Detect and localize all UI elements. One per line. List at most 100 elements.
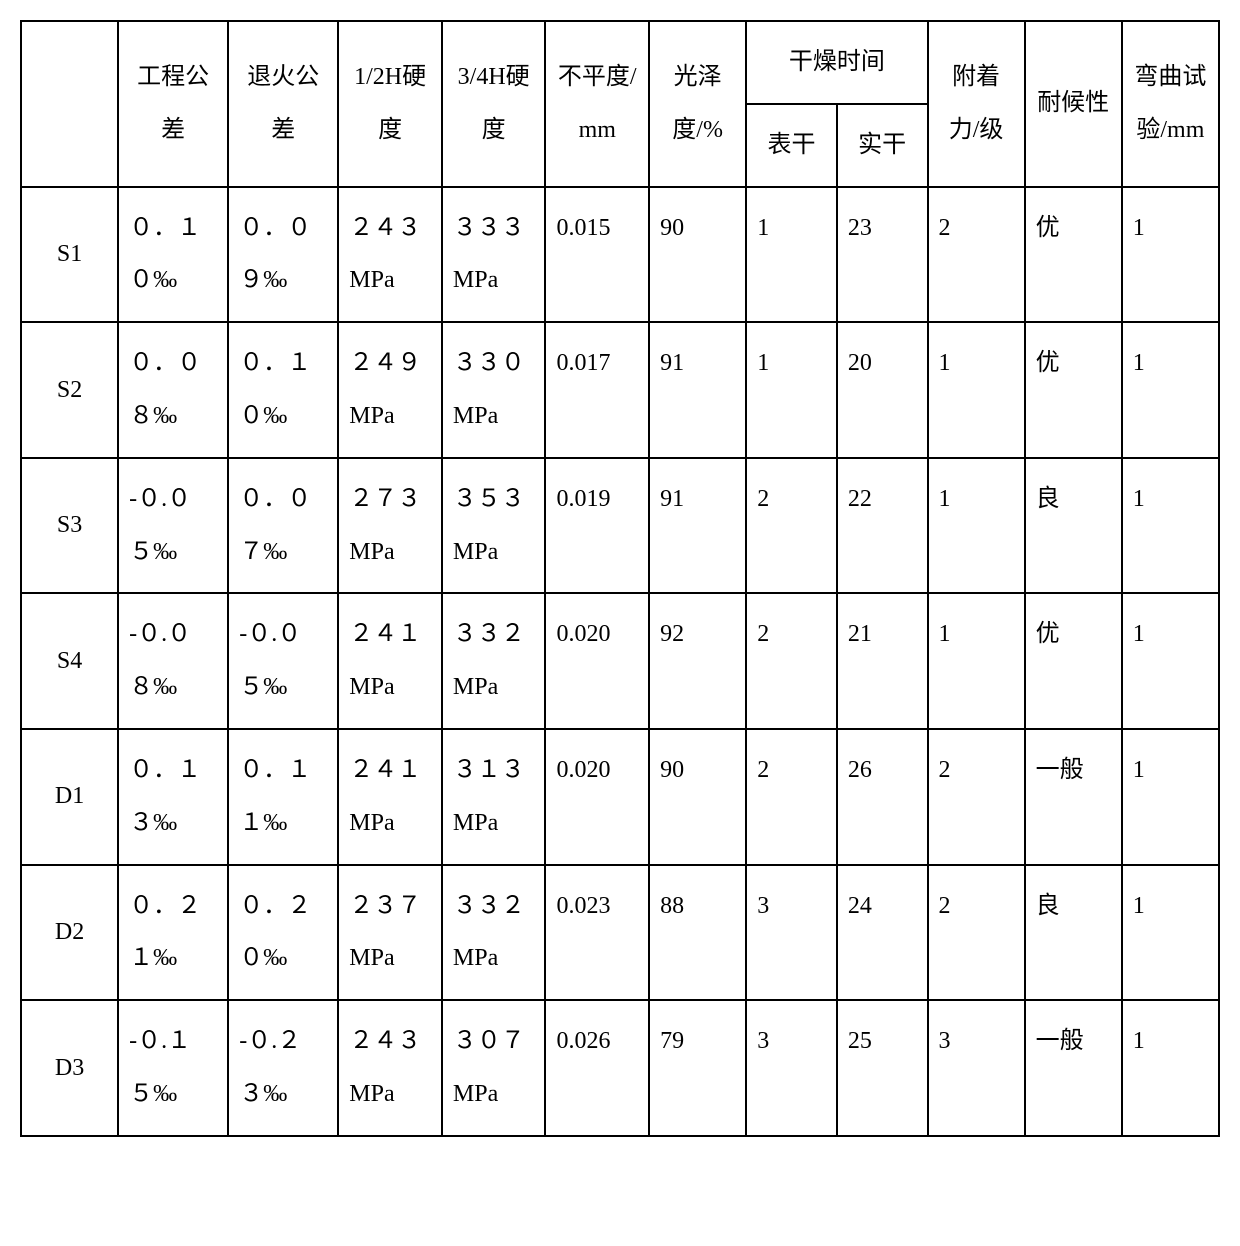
data-table: 工程公差 退火公差 1/2H硬度 3/4H硬度 不平度/mm 光泽度/% 干燥时… [20, 20, 1220, 1137]
cell-h34: ３０７MPa [442, 1000, 546, 1136]
cell-eng_tol: ０．１３‰ [118, 729, 228, 865]
row-label: S1 [21, 187, 118, 323]
cell-weather: 优 [1025, 322, 1122, 458]
cell-flatness: 0.017 [545, 322, 649, 458]
cell-dry_full: 22 [837, 458, 928, 594]
cell-h12: ２７３MPa [338, 458, 442, 594]
cell-h34: ３３０MPa [442, 322, 546, 458]
cell-adhesion: 1 [928, 322, 1025, 458]
cell-gloss: 91 [649, 458, 746, 594]
cell-gloss: 90 [649, 187, 746, 323]
header-anneal-tol: 退火公差 [228, 21, 338, 187]
cell-anneal_tol: ０．２０‰ [228, 865, 338, 1001]
cell-h12: ２４１MPa [338, 593, 442, 729]
cell-dry_surface: 1 [746, 322, 837, 458]
cell-adhesion: 2 [928, 865, 1025, 1001]
cell-weather: 一般 [1025, 1000, 1122, 1136]
cell-eng_tol: ０．２１‰ [118, 865, 228, 1001]
header-bend: 弯曲试验/mm [1122, 21, 1219, 187]
cell-flatness: 0.023 [545, 865, 649, 1001]
cell-bend: 1 [1122, 458, 1219, 594]
cell-h34: ３３２MPa [442, 865, 546, 1001]
cell-bend: 1 [1122, 865, 1219, 1001]
cell-flatness: 0.019 [545, 458, 649, 594]
header-row-1: 工程公差 退火公差 1/2H硬度 3/4H硬度 不平度/mm 光泽度/% 干燥时… [21, 21, 1219, 104]
cell-dry_surface: 2 [746, 729, 837, 865]
header-flatness: 不平度/mm [545, 21, 649, 187]
cell-eng_tol: -０.０８‰ [118, 593, 228, 729]
cell-gloss: 90 [649, 729, 746, 865]
header-h12: 1/2H硬度 [338, 21, 442, 187]
cell-flatness: 0.020 [545, 593, 649, 729]
header-h34: 3/4H硬度 [442, 21, 546, 187]
cell-eng_tol: ０．１０‰ [118, 187, 228, 323]
cell-dry_surface: 3 [746, 1000, 837, 1136]
cell-dry_surface: 3 [746, 865, 837, 1001]
cell-adhesion: 2 [928, 187, 1025, 323]
cell-h34: ３３２MPa [442, 593, 546, 729]
cell-h12: ２４９MPa [338, 322, 442, 458]
cell-dry_full: 20 [837, 322, 928, 458]
header-eng-tol: 工程公差 [118, 21, 228, 187]
cell-bend: 1 [1122, 322, 1219, 458]
cell-weather: 良 [1025, 458, 1122, 594]
header-adhesion: 附着力/级 [928, 21, 1025, 187]
cell-anneal_tol: ０．１０‰ [228, 322, 338, 458]
cell-gloss: 91 [649, 322, 746, 458]
cell-dry_surface: 2 [746, 593, 837, 729]
cell-adhesion: 3 [928, 1000, 1025, 1136]
table-row: D1０．１３‰０．１１‰２４１MPa３１３MPa0.020902262一般1 [21, 729, 1219, 865]
cell-gloss: 88 [649, 865, 746, 1001]
cell-weather: 一般 [1025, 729, 1122, 865]
cell-gloss: 92 [649, 593, 746, 729]
cell-weather: 良 [1025, 865, 1122, 1001]
cell-h12: ２３７MPa [338, 865, 442, 1001]
cell-bend: 1 [1122, 187, 1219, 323]
table-row: S2０．０８‰０．１０‰２４９MPa３３０MPa0.017911201优1 [21, 322, 1219, 458]
cell-h12: ２４１MPa [338, 729, 442, 865]
table-row: S3-０.０５‰０．０７‰２７３MPa３５３MPa0.019912221良1 [21, 458, 1219, 594]
cell-anneal_tol: -０.０５‰ [228, 593, 338, 729]
table-row: S4-０.０８‰-０.０５‰２４１MPa３３２MPa0.020922211优1 [21, 593, 1219, 729]
cell-eng_tol: ０．０８‰ [118, 322, 228, 458]
header-blank [21, 21, 118, 187]
cell-dry_full: 26 [837, 729, 928, 865]
row-label: D1 [21, 729, 118, 865]
cell-adhesion: 1 [928, 593, 1025, 729]
cell-anneal_tol: ０．１１‰ [228, 729, 338, 865]
cell-flatness: 0.020 [545, 729, 649, 865]
cell-dry_surface: 1 [746, 187, 837, 323]
cell-bend: 1 [1122, 729, 1219, 865]
cell-bend: 1 [1122, 593, 1219, 729]
row-label: S3 [21, 458, 118, 594]
header-weather: 耐候性 [1025, 21, 1122, 187]
cell-anneal_tol: ０．０９‰ [228, 187, 338, 323]
cell-h12: ２４３MPa [338, 1000, 442, 1136]
cell-flatness: 0.026 [545, 1000, 649, 1136]
cell-gloss: 79 [649, 1000, 746, 1136]
cell-adhesion: 2 [928, 729, 1025, 865]
cell-dry_surface: 2 [746, 458, 837, 594]
cell-adhesion: 1 [928, 458, 1025, 594]
cell-weather: 优 [1025, 593, 1122, 729]
table-row: D2０．２１‰０．２０‰２３７MPa３３２MPa0.023883242良1 [21, 865, 1219, 1001]
cell-dry_full: 24 [837, 865, 928, 1001]
cell-dry_full: 21 [837, 593, 928, 729]
header-dry-full: 实干 [837, 104, 928, 187]
cell-bend: 1 [1122, 1000, 1219, 1136]
header-gloss: 光泽度/% [649, 21, 746, 187]
table-row: D3-０.１５‰-０.２３‰２４３MPa３０７MPa0.026793253一般1 [21, 1000, 1219, 1136]
row-label: D3 [21, 1000, 118, 1136]
row-label: D2 [21, 865, 118, 1001]
header-dry-time: 干燥时间 [746, 21, 927, 104]
row-label: S2 [21, 322, 118, 458]
cell-h12: ２４３MPa [338, 187, 442, 323]
cell-dry_full: 25 [837, 1000, 928, 1136]
table-row: S1０．１０‰０．０９‰２４３MPa３３３MPa0.015901232优1 [21, 187, 1219, 323]
cell-h34: ３５３MPa [442, 458, 546, 594]
header-dry-surface: 表干 [746, 104, 837, 187]
cell-eng_tol: -０.１５‰ [118, 1000, 228, 1136]
cell-anneal_tol: -０.２３‰ [228, 1000, 338, 1136]
cell-flatness: 0.015 [545, 187, 649, 323]
cell-dry_full: 23 [837, 187, 928, 323]
